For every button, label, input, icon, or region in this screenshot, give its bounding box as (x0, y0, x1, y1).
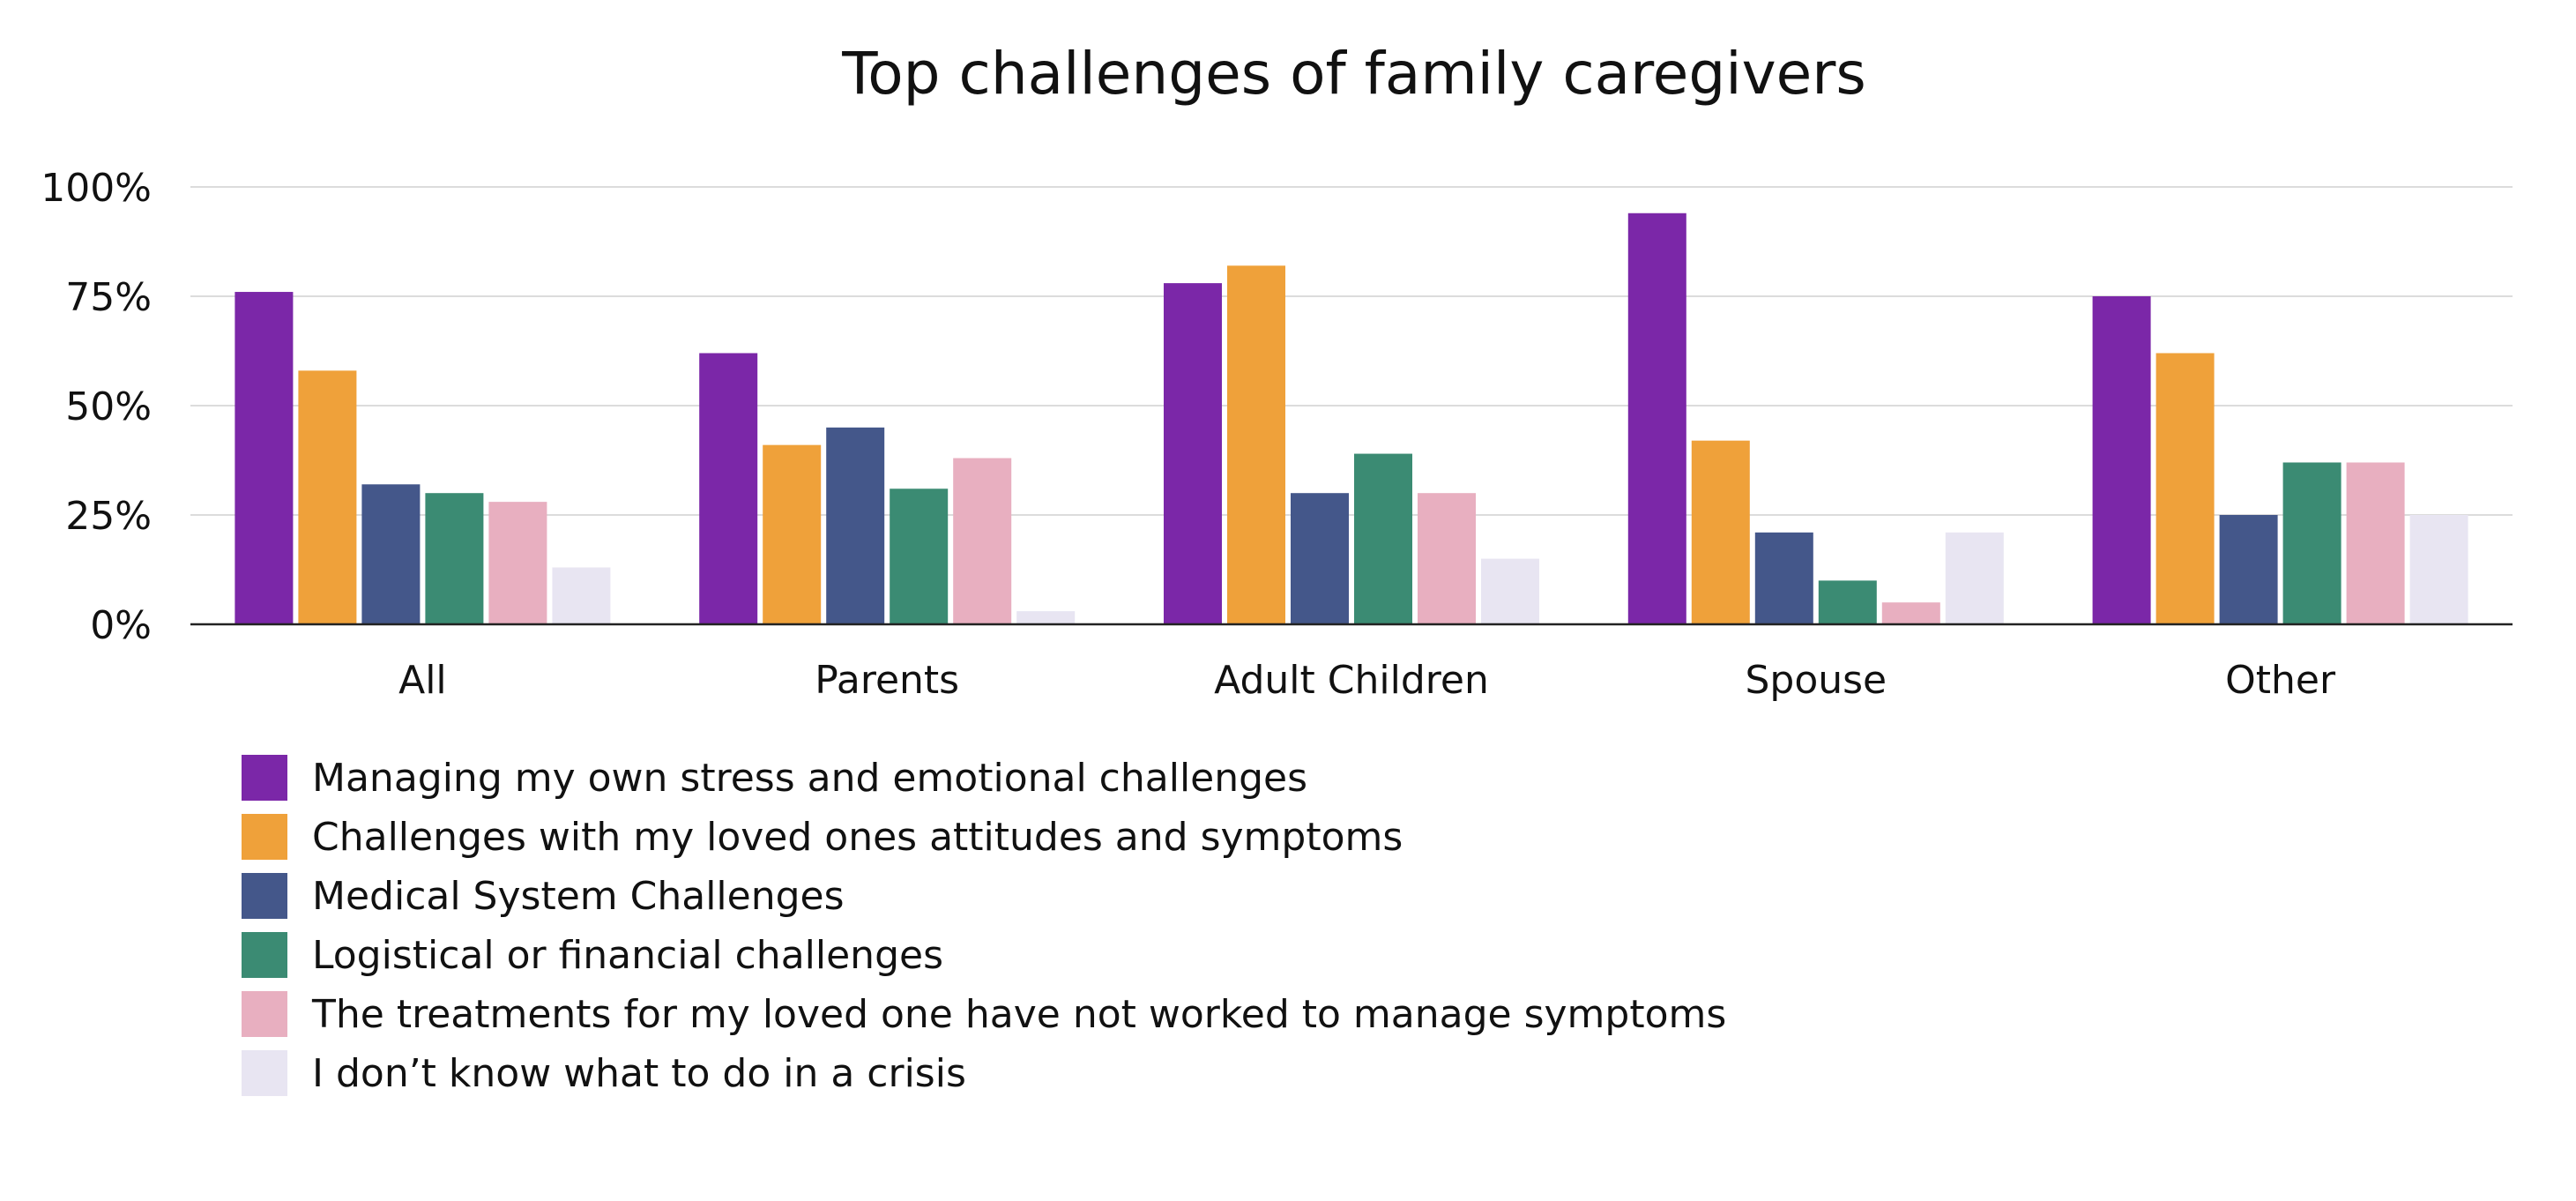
bar (1881, 602, 1940, 624)
legend-swatch (242, 1050, 287, 1096)
bar (2092, 296, 2151, 624)
bar (361, 484, 421, 624)
bar (2155, 353, 2215, 624)
bar (1291, 493, 1349, 624)
bar (2282, 462, 2341, 624)
bar (1945, 532, 2004, 624)
legend-swatch (242, 755, 287, 801)
bar (425, 493, 484, 624)
bar (1016, 611, 1076, 624)
bar (763, 444, 822, 624)
bar (1354, 453, 1412, 624)
y-axis-ticks: 0% 25% 50% 75% 100% (41, 166, 152, 648)
bar (1754, 532, 1813, 624)
bar (2219, 515, 2278, 624)
legend-swatch (242, 932, 287, 978)
bar (1627, 213, 1686, 624)
bar (953, 458, 1012, 624)
x-axis-labels: All Parents Adult Children Spouse Other (398, 658, 2336, 703)
legend-swatch (242, 814, 287, 860)
bars (235, 213, 2468, 624)
bar (1227, 265, 1285, 624)
bar (1481, 558, 1539, 624)
legend-label: I don’t know what to do in a crisis (312, 1051, 966, 1096)
y-tick-label: 75% (65, 275, 152, 320)
bar (826, 427, 885, 624)
bar (1164, 283, 1222, 624)
bar (890, 489, 949, 624)
legend: Managing my own stress and emotional cha… (242, 755, 1726, 1096)
bar (1691, 440, 1750, 624)
y-tick-label: 100% (41, 166, 152, 211)
y-tick-label: 25% (65, 494, 152, 539)
bar (2409, 515, 2468, 624)
bar (2346, 462, 2405, 624)
bar (1818, 580, 1877, 624)
legend-swatch (242, 873, 287, 919)
legend-label: Managing my own stress and emotional cha… (312, 756, 1307, 801)
x-category-label: Parents (815, 658, 959, 703)
x-category-label: All (398, 658, 447, 703)
bar (699, 353, 758, 624)
bar (235, 292, 294, 624)
x-category-label: Spouse (1745, 658, 1887, 703)
y-tick-label: 50% (65, 384, 152, 429)
y-tick-label: 0% (90, 603, 152, 648)
legend-label: Logistical or financial challenges (312, 933, 943, 978)
bar (552, 567, 611, 624)
legend-label: The treatments for my loved one have not… (311, 992, 1726, 1037)
legend-label: Medical System Challenges (312, 874, 845, 919)
x-category-label: Adult Children (1214, 658, 1489, 703)
bar (1418, 493, 1476, 624)
legend-swatch (242, 991, 287, 1037)
chart-title: Top challenges of family caregivers (841, 40, 1866, 108)
bar (298, 370, 357, 624)
x-category-label: Other (2225, 658, 2336, 703)
legend-label: Challenges with my loved ones attitudes … (312, 815, 1403, 860)
bar (488, 502, 547, 624)
